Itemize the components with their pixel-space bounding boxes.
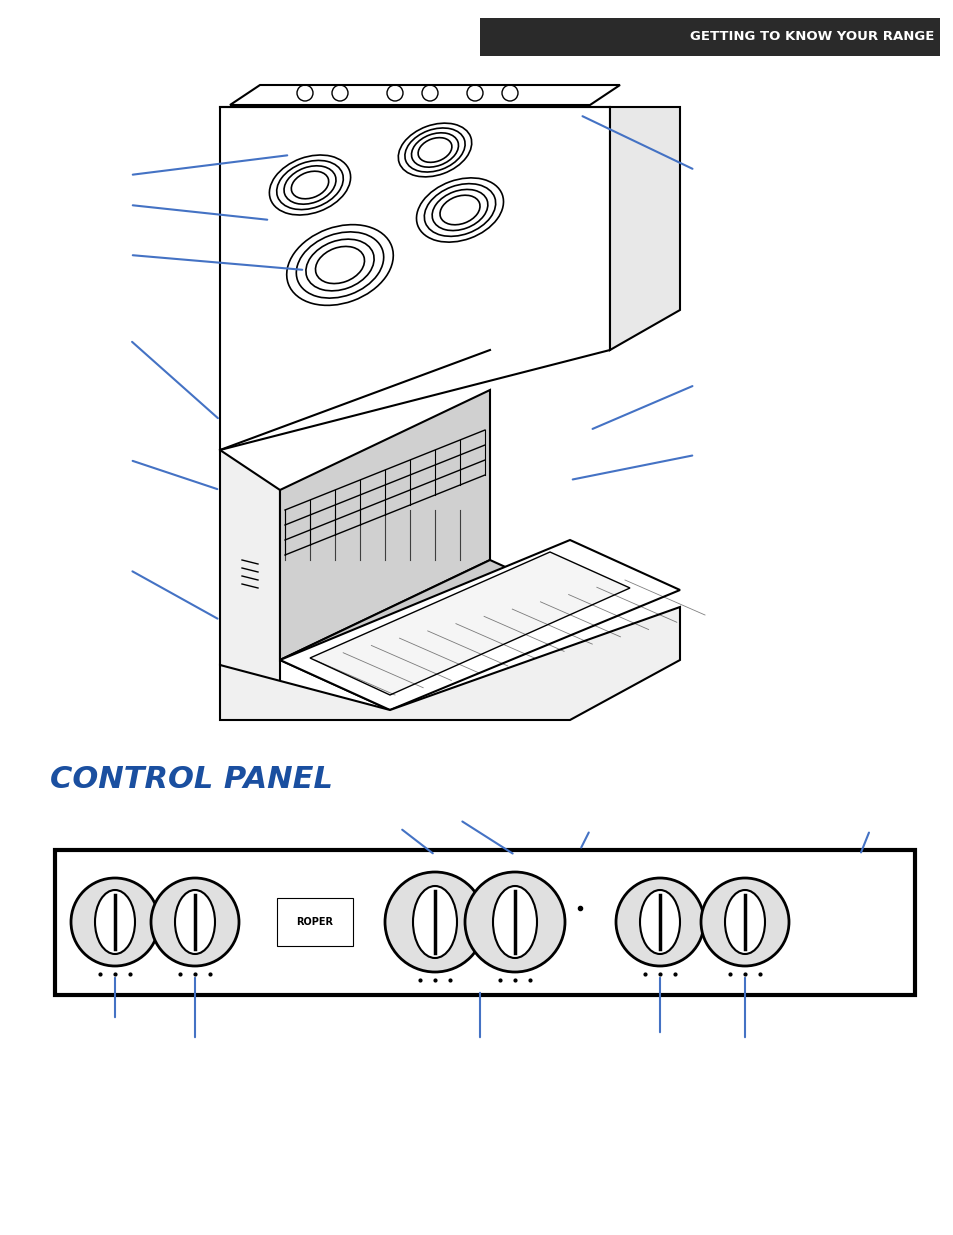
Ellipse shape: [639, 890, 679, 953]
Ellipse shape: [724, 890, 764, 953]
Circle shape: [464, 872, 564, 972]
Polygon shape: [280, 540, 679, 710]
Polygon shape: [220, 107, 609, 450]
Circle shape: [385, 872, 484, 972]
Polygon shape: [280, 390, 490, 659]
Circle shape: [700, 878, 788, 966]
Ellipse shape: [95, 890, 135, 953]
Ellipse shape: [413, 885, 456, 958]
Polygon shape: [609, 107, 679, 350]
FancyBboxPatch shape: [55, 850, 914, 995]
Bar: [479, 19, 939, 56]
Polygon shape: [310, 552, 629, 695]
Ellipse shape: [174, 890, 214, 953]
Polygon shape: [220, 606, 679, 720]
Circle shape: [616, 878, 703, 966]
Ellipse shape: [493, 885, 537, 958]
Circle shape: [151, 878, 239, 966]
Text: CONTROL PANEL: CONTROL PANEL: [50, 764, 333, 794]
Polygon shape: [280, 559, 599, 710]
Circle shape: [71, 878, 159, 966]
Polygon shape: [220, 450, 280, 700]
Text: ROPER: ROPER: [296, 918, 334, 927]
Text: GETTING TO KNOW YOUR RANGE: GETTING TO KNOW YOUR RANGE: [689, 31, 933, 43]
